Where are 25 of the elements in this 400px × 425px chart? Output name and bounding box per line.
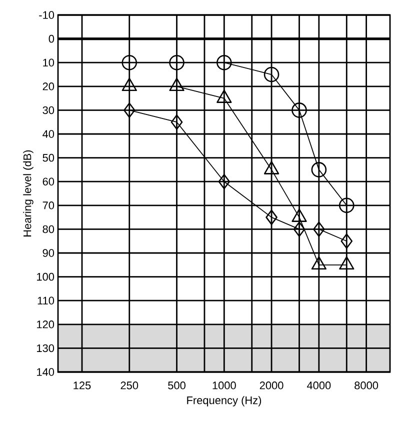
y-tick-label: 10 [43,58,54,66]
y-tick-label: 50 [42,154,54,162]
y-tick-label: 20 [42,82,54,90]
x-axis-title: Frequency (Hz) [187,396,262,406]
x-tick-label: 1000 [212,382,236,390]
y-tick-label: 30 [42,106,54,114]
y-tick-label: 130 [37,344,54,352]
y-tick-label: 110 [38,296,54,304]
y-tick-label: -10 [39,11,54,19]
y-tick-label: 40 [42,130,54,138]
x-tick-label: 4000 [306,382,331,390]
x-tick-label: 250 [120,382,138,390]
x-tick-label: 125 [74,382,91,390]
y-tick-label: 80 [42,225,54,234]
y-tick-label: 60 [42,178,54,186]
x-tick-label: 8000 [354,382,378,390]
y-tick-label: 90 [42,249,54,257]
y-axis-title: Hearing level (dB) [23,150,34,236]
y-tick-label: 100 [37,272,54,281]
y-tick-label: 0 [48,34,54,43]
y-tick-label: 140 [37,368,54,376]
y-tick-label: 70 [42,202,54,210]
y-tick-label: 120 [37,320,54,328]
x-tick-label: 2000 [260,382,284,390]
x-tick-label: 500 [168,382,186,390]
